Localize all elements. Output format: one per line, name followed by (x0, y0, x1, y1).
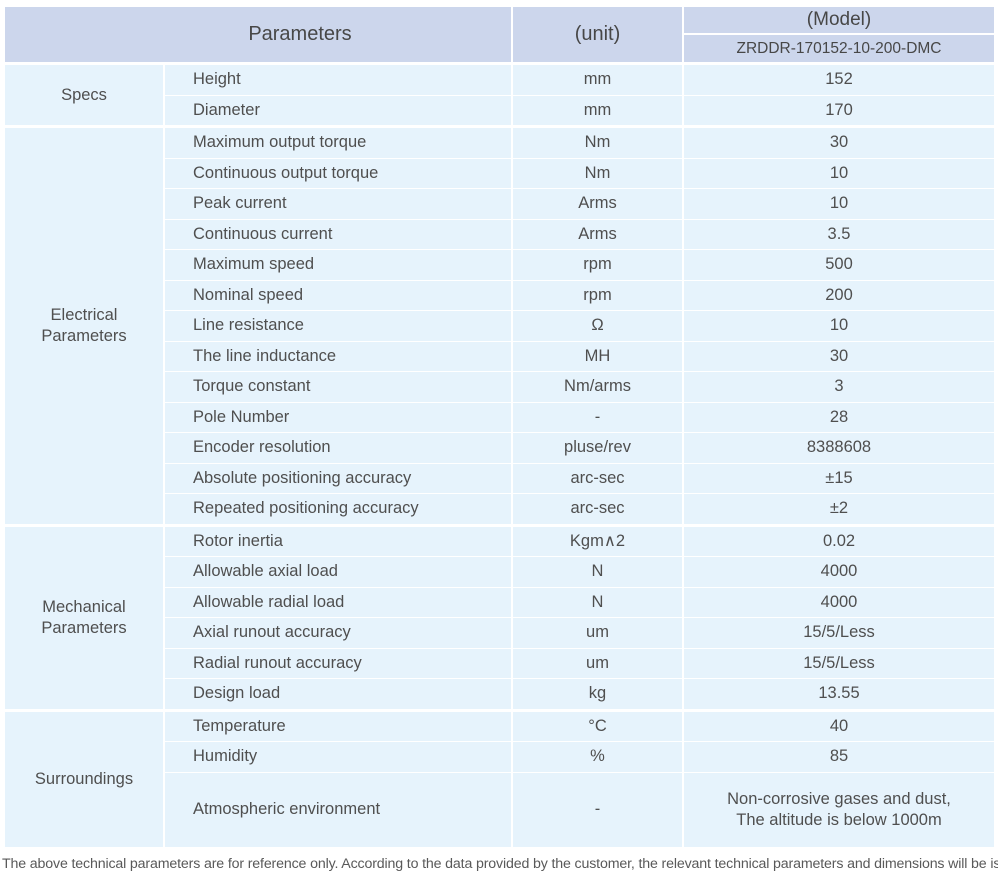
param-value: 10 (684, 158, 994, 188)
param-value: 8388608 (684, 433, 994, 463)
param-name: Repeated positioning accuracy (165, 494, 511, 524)
param-name: Axial runout accuracy (165, 618, 511, 648)
table-header: Parameters (unit) (Model) ZRDDR-170152-1… (5, 7, 994, 62)
header-parameters: Parameters (5, 7, 511, 62)
param-name: Diameter (165, 95, 511, 125)
param-unit: mm (513, 95, 682, 125)
param-value: 200 (684, 280, 994, 310)
param-name: Humidity (165, 742, 511, 772)
param-unit: rpm (513, 250, 682, 280)
param-unit: mm (513, 65, 682, 95)
param-unit: Nm (513, 158, 682, 188)
param-unit: N (513, 587, 682, 617)
param-unit: N (513, 557, 682, 587)
param-unit: rpm (513, 280, 682, 310)
param-name: Encoder resolution (165, 433, 511, 463)
section-electrical: Electrical Parameters Maximum output tor… (5, 128, 994, 524)
param-name: Allowable axial load (165, 557, 511, 587)
param-value: Non-corrosive gases and dust, The altitu… (684, 772, 994, 847)
spec-table: Parameters (unit) (Model) ZRDDR-170152-1… (5, 7, 994, 850)
param-unit: Arms (513, 219, 682, 249)
section-surroundings: Surroundings Temperature °C 40 Humidity … (5, 711, 994, 847)
param-value: 85 (684, 742, 994, 772)
param-unit: Nm/arms (513, 372, 682, 402)
param-unit: Ω (513, 311, 682, 341)
param-value: 10 (684, 311, 994, 341)
group-label-mechanical: Mechanical Parameters (5, 526, 163, 709)
param-name: Nominal speed (165, 280, 511, 310)
param-value: 15/5/Less (684, 648, 994, 678)
param-name: Maximum speed (165, 250, 511, 280)
param-unit: Kgm∧2 (513, 526, 682, 556)
param-value: 0.02 (684, 526, 994, 556)
footer-note: The above technical parameters are for r… (2, 856, 998, 872)
param-value: 500 (684, 250, 994, 280)
header-model: (Model) (684, 7, 994, 33)
param-value: 30 (684, 128, 994, 158)
section-mechanical: Mechanical Parameters Rotor inertia Kgm∧… (5, 526, 994, 709)
param-unit: pluse/rev (513, 433, 682, 463)
param-value: 4000 (684, 557, 994, 587)
param-name: Design load (165, 679, 511, 709)
param-value: 10 (684, 189, 994, 219)
group-label-surroundings: Surroundings (5, 711, 163, 847)
param-value: 28 (684, 402, 994, 432)
param-unit: um (513, 618, 682, 648)
param-value: 40 (684, 711, 994, 741)
param-value: ±15 (684, 463, 994, 493)
param-name: Line resistance (165, 311, 511, 341)
header-unit: (unit) (513, 7, 682, 62)
param-name: Temperature (165, 711, 511, 741)
header-model-number: ZRDDR-170152-10-200-DMC (684, 35, 994, 62)
param-unit: °C (513, 711, 682, 741)
param-name: Radial runout accuracy (165, 648, 511, 678)
param-unit: Nm (513, 128, 682, 158)
param-name: The line inductance (165, 341, 511, 371)
param-value: 15/5/Less (684, 618, 994, 648)
param-value: 3.5 (684, 219, 994, 249)
param-name: Peak current (165, 189, 511, 219)
group-label-electrical: Electrical Parameters (5, 128, 163, 524)
param-unit: MH (513, 341, 682, 371)
param-unit: % (513, 742, 682, 772)
param-name: Height (165, 65, 511, 95)
param-name: Absolute positioning accuracy (165, 463, 511, 493)
param-name: Rotor inertia (165, 526, 511, 556)
param-unit: - (513, 402, 682, 432)
param-unit: arc-sec (513, 494, 682, 524)
header-model-group: (Model) ZRDDR-170152-10-200-DMC (684, 7, 994, 62)
param-unit: kg (513, 679, 682, 709)
param-value: 170 (684, 95, 994, 125)
param-value: 4000 (684, 587, 994, 617)
section-specs: Specs Height mm 152 Diameter mm 170 (5, 65, 994, 125)
param-value: 152 (684, 65, 994, 95)
param-name: Maximum output torque (165, 128, 511, 158)
param-value: ±2 (684, 494, 994, 524)
param-name: Pole Number (165, 402, 511, 432)
param-value: 3 (684, 372, 994, 402)
param-name: Atmospheric environment (165, 772, 511, 847)
param-unit: arc-sec (513, 463, 682, 493)
group-label-specs: Specs (5, 65, 163, 125)
param-name: Continuous current (165, 219, 511, 249)
param-name: Allowable radial load (165, 587, 511, 617)
param-value: 13.55 (684, 679, 994, 709)
param-unit: Arms (513, 189, 682, 219)
param-unit: um (513, 648, 682, 678)
param-name: Torque constant (165, 372, 511, 402)
param-name: Continuous output torque (165, 158, 511, 188)
param-value: 30 (684, 341, 994, 371)
param-unit: - (513, 772, 682, 847)
